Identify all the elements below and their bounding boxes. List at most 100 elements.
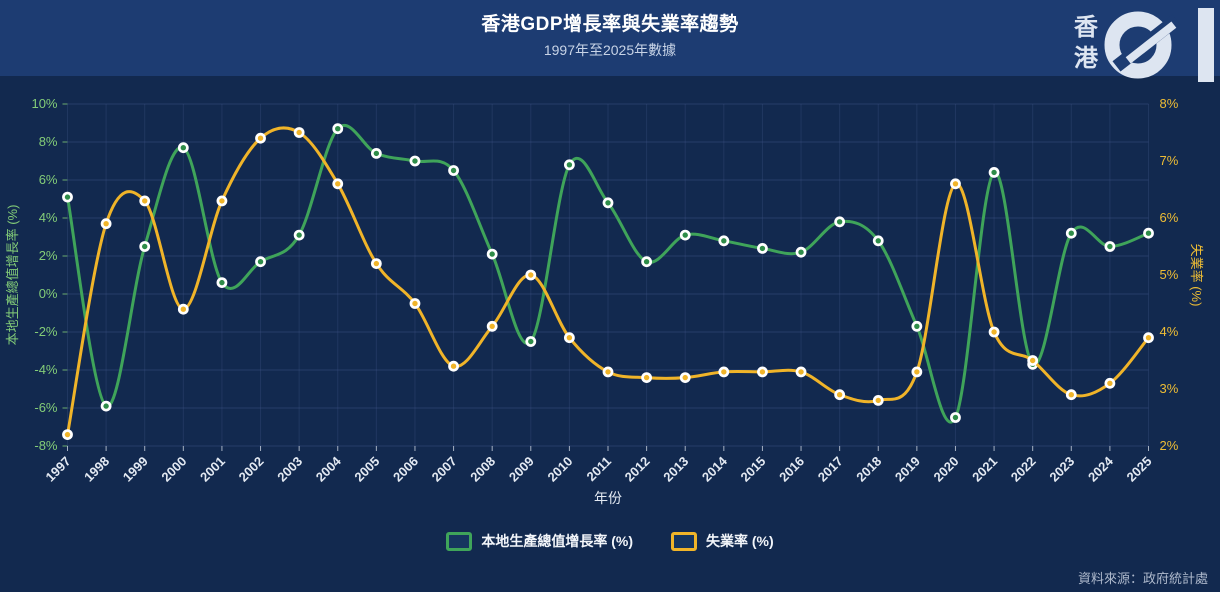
x-axis-tick-label: 2003 bbox=[274, 454, 305, 485]
right-axis-tick-label: 7% bbox=[1160, 153, 1179, 168]
x-axis-tick-label: 1997 bbox=[43, 454, 74, 485]
gdp-point-2009[interactable] bbox=[525, 336, 537, 347]
legend-label-gdp: 本地生產總值增長率 (%) bbox=[481, 533, 633, 549]
unemployment-point-2007[interactable] bbox=[448, 360, 459, 372]
x-axis-tick-label: 2021 bbox=[969, 454, 1000, 485]
unemployment-point-2020[interactable] bbox=[950, 178, 961, 190]
gdp-point-2020[interactable] bbox=[950, 412, 961, 423]
left-axis-tick-label: 2% bbox=[39, 248, 58, 263]
gdp-point-2019[interactable] bbox=[911, 320, 923, 332]
unemployment-point-2017[interactable] bbox=[834, 389, 846, 401]
gdp-point-2006[interactable] bbox=[409, 155, 421, 167]
gdp-point-1997[interactable] bbox=[62, 191, 73, 203]
gdp-point-2015[interactable] bbox=[757, 243, 768, 254]
left-axis-tick-label: 8% bbox=[39, 134, 58, 149]
unemployment-point-1998[interactable] bbox=[100, 218, 112, 230]
gdp-line bbox=[66, 124, 1150, 424]
unemployment-point-2018[interactable] bbox=[872, 395, 884, 406]
unemployment-point-2016[interactable] bbox=[795, 366, 807, 378]
gdp-point-2018[interactable] bbox=[872, 235, 884, 247]
gdp-point-2007[interactable] bbox=[448, 165, 459, 176]
x-axis-tick-label: 2024 bbox=[1085, 453, 1117, 485]
unemployment-point-2009[interactable] bbox=[525, 269, 537, 281]
gdp-point-2012[interactable] bbox=[641, 256, 653, 268]
unemployment-point-2008[interactable] bbox=[486, 320, 498, 332]
unemployment-point-2006[interactable] bbox=[409, 298, 421, 309]
logo-char-bottom: 港 bbox=[1074, 45, 1098, 73]
left-axis-tick-label: -6% bbox=[34, 400, 58, 415]
gdp-point-1998[interactable] bbox=[100, 400, 112, 412]
legend-swatch-gdp bbox=[446, 531, 473, 551]
unemployment-point-2005[interactable] bbox=[370, 258, 382, 269]
chart-title: 香港GDP增長率與失業率趨勢 bbox=[481, 14, 739, 35]
unemployment-point-2002[interactable] bbox=[255, 132, 266, 144]
gdp-point-2002[interactable] bbox=[255, 256, 266, 268]
gdp-point-2011[interactable] bbox=[602, 197, 614, 209]
gdp-point-2008[interactable] bbox=[486, 248, 498, 260]
x-axis-tick-label: 2019 bbox=[892, 454, 923, 485]
unemployment-point-2012[interactable] bbox=[641, 372, 653, 383]
x-axis-tick-label: 2001 bbox=[197, 454, 228, 485]
legend-swatch-unemployment bbox=[671, 531, 697, 551]
gdp-point-2017[interactable] bbox=[834, 216, 846, 228]
gdp-point-2014[interactable] bbox=[718, 235, 730, 247]
unemployment-point-2021[interactable] bbox=[988, 326, 1000, 338]
unemployment-point-2011[interactable] bbox=[602, 366, 614, 378]
unemployment-point-2023[interactable] bbox=[1065, 389, 1077, 401]
left-axis-tick-label: 10% bbox=[31, 96, 57, 111]
x-axis-tick-label: 2025 bbox=[1124, 454, 1155, 485]
x-axis-tick-label: 2015 bbox=[737, 454, 768, 485]
legend-item-gdp[interactable]: 本地生產總值增長率 (%) bbox=[446, 531, 633, 551]
unemployment-point-2010[interactable] bbox=[563, 332, 575, 344]
x-axis-title: 年份 bbox=[594, 490, 622, 506]
gdp-point-2010[interactable] bbox=[563, 159, 575, 171]
right-axis-tick-label: 2% bbox=[1160, 438, 1179, 453]
legend-label-unemployment: 失業率 (%) bbox=[706, 533, 774, 549]
right-axis-tick-label: 5% bbox=[1160, 267, 1179, 282]
x-axis-tick-label: 1999 bbox=[120, 454, 151, 485]
left-axis-title: 本地生產總值增長率 (%) bbox=[5, 205, 20, 346]
unemployment-point-2004[interactable] bbox=[332, 178, 344, 190]
unemployment-point-1999[interactable] bbox=[139, 195, 151, 207]
unemployment-line bbox=[66, 126, 1150, 437]
gdp-point-2013[interactable] bbox=[679, 229, 691, 241]
left-axis-tick-label: 6% bbox=[39, 172, 58, 187]
gdp-point-2024[interactable] bbox=[1104, 241, 1116, 252]
unemployment-point-2024[interactable] bbox=[1104, 377, 1116, 389]
x-axis-tick-label: 2020 bbox=[931, 454, 962, 485]
x-axis-tick-label: 2008 bbox=[467, 454, 498, 485]
gdp-point-2005[interactable] bbox=[370, 148, 382, 159]
gdp-point-2016[interactable] bbox=[795, 246, 807, 258]
unemployment-point-2000[interactable] bbox=[177, 303, 189, 315]
x-axis-tick-label: 1998 bbox=[81, 454, 112, 485]
gdp-point-2003[interactable] bbox=[293, 229, 305, 241]
x-axis-tick-label: 2006 bbox=[390, 454, 421, 485]
unemployment-point-2019[interactable] bbox=[911, 366, 923, 378]
gdp-point-2001[interactable] bbox=[216, 277, 228, 288]
x-axis-tick-label: 2005 bbox=[351, 454, 382, 485]
unemployment-point-1997[interactable] bbox=[62, 429, 73, 440]
gdp-point-2000[interactable] bbox=[177, 142, 189, 154]
gdp-point-2023[interactable] bbox=[1065, 227, 1077, 239]
right-axis-tick-label: 6% bbox=[1160, 210, 1179, 225]
right-axis-tick-label: 3% bbox=[1160, 381, 1179, 396]
unemployment-point-2014[interactable] bbox=[718, 366, 730, 378]
unemployment-point-2003[interactable] bbox=[293, 127, 305, 138]
gdp-point-2004[interactable] bbox=[332, 123, 344, 135]
gdp-point-2021[interactable] bbox=[988, 167, 1000, 178]
unemployment-point-2022[interactable] bbox=[1027, 355, 1039, 366]
legend-item-unemployment[interactable]: 失業率 (%) bbox=[671, 531, 774, 551]
x-axis-tick-label: 2011 bbox=[584, 454, 615, 485]
unemployment-point-2001[interactable] bbox=[216, 195, 228, 207]
x-axis-tick-label: 2014 bbox=[699, 453, 731, 485]
unemployment-point-2015[interactable] bbox=[757, 366, 768, 378]
unemployment-point-2013[interactable] bbox=[679, 372, 691, 383]
gdp-point-2025[interactable] bbox=[1143, 227, 1154, 239]
x-axis-tick-label: 2009 bbox=[506, 454, 537, 485]
x-axis-tick-label: 2010 bbox=[544, 454, 575, 485]
unemployment-point-2025[interactable] bbox=[1143, 332, 1154, 344]
left-axis-tick-label: 4% bbox=[39, 210, 58, 225]
x-axis-tick-label: 2007 bbox=[429, 454, 460, 485]
gdp-point-1999[interactable] bbox=[139, 241, 151, 252]
